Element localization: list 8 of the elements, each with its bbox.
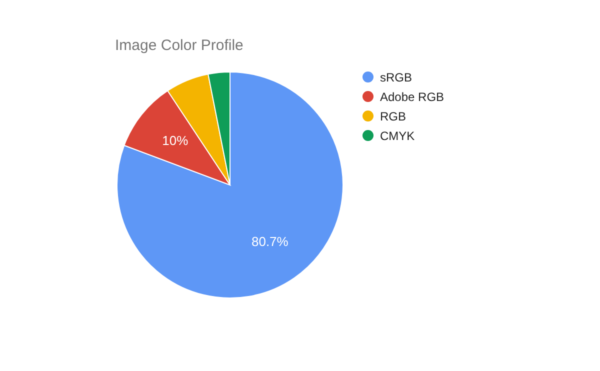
data-label: 80.7%: [251, 234, 289, 250]
data-label: 10%: [162, 132, 189, 148]
pie-slice: [116, 72, 344, 298]
legend-label: sRGB: [380, 70, 412, 84]
legend-label: RGB: [380, 110, 406, 124]
chart-title: Image Color Profile: [115, 37, 244, 54]
legend-label: CMYK: [380, 129, 415, 143]
legend-label: Adobe RGB: [380, 90, 444, 104]
